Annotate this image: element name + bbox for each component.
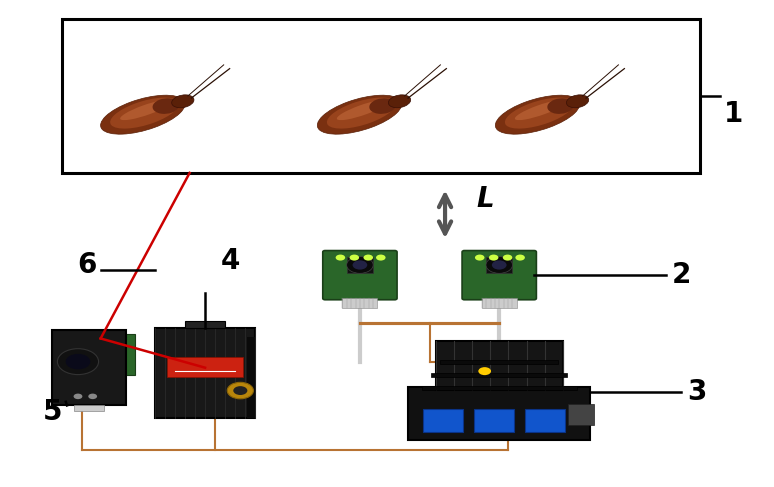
Circle shape <box>347 257 373 273</box>
Ellipse shape <box>327 97 396 129</box>
Bar <box>422 386 577 390</box>
Bar <box>486 257 512 273</box>
Ellipse shape <box>172 95 194 108</box>
Bar <box>436 341 563 390</box>
Bar <box>423 409 463 432</box>
FancyBboxPatch shape <box>323 250 397 300</box>
Ellipse shape <box>120 100 173 120</box>
Bar <box>474 409 514 432</box>
FancyBboxPatch shape <box>462 250 536 300</box>
Circle shape <box>353 261 368 270</box>
Circle shape <box>350 255 359 261</box>
Bar <box>185 321 225 327</box>
Circle shape <box>57 349 98 375</box>
Bar <box>167 357 243 377</box>
Bar <box>53 330 125 405</box>
Bar <box>155 327 255 418</box>
Bar <box>74 405 104 412</box>
Bar <box>62 19 700 173</box>
Circle shape <box>336 255 345 261</box>
Circle shape <box>233 386 248 395</box>
Circle shape <box>66 354 91 370</box>
Ellipse shape <box>101 95 185 134</box>
Text: 5: 5 <box>43 397 62 426</box>
Bar <box>568 404 594 425</box>
Ellipse shape <box>389 95 411 108</box>
Text: 4: 4 <box>221 246 240 275</box>
Circle shape <box>478 367 491 375</box>
Bar <box>481 298 517 308</box>
Bar <box>347 257 373 273</box>
Circle shape <box>489 255 498 261</box>
Ellipse shape <box>369 98 396 114</box>
Bar <box>525 409 565 432</box>
Ellipse shape <box>337 100 389 120</box>
Ellipse shape <box>152 98 179 114</box>
Ellipse shape <box>495 95 580 134</box>
Ellipse shape <box>567 95 589 108</box>
Ellipse shape <box>317 95 402 134</box>
Ellipse shape <box>110 97 179 129</box>
Circle shape <box>486 257 512 273</box>
Bar <box>248 337 255 418</box>
Ellipse shape <box>547 98 574 114</box>
Circle shape <box>475 255 485 261</box>
Circle shape <box>364 255 373 261</box>
Bar <box>342 298 378 308</box>
Circle shape <box>503 255 512 261</box>
Circle shape <box>492 261 507 270</box>
Circle shape <box>515 255 525 261</box>
Text: 3: 3 <box>687 378 707 406</box>
Circle shape <box>88 393 97 399</box>
Bar <box>409 387 591 439</box>
Circle shape <box>228 382 253 399</box>
Bar <box>95 334 135 375</box>
Circle shape <box>74 393 82 399</box>
Text: 1: 1 <box>724 100 743 129</box>
Bar <box>440 360 558 363</box>
Text: 2: 2 <box>672 261 691 289</box>
Bar <box>431 373 567 377</box>
Ellipse shape <box>505 97 574 129</box>
Ellipse shape <box>515 100 567 120</box>
Text: 6: 6 <box>77 251 97 280</box>
Text: L: L <box>476 185 494 213</box>
Circle shape <box>376 255 385 261</box>
